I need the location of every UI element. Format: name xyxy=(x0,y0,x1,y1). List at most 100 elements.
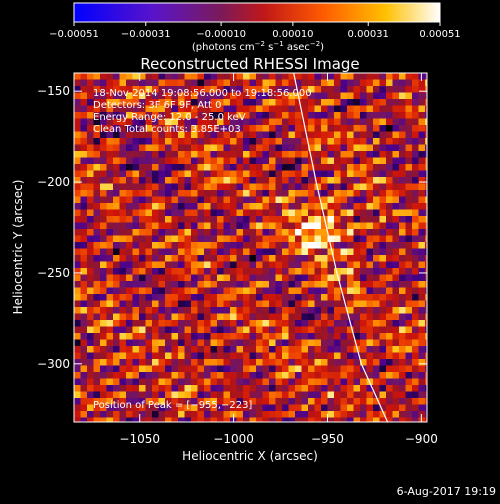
heatmap-pixel xyxy=(119,177,127,185)
heatmap-pixel xyxy=(119,261,127,269)
heatmap-pixel xyxy=(243,346,251,354)
heatmap-pixel xyxy=(340,170,348,178)
heatmap-pixel xyxy=(145,339,153,347)
heatmap-pixel xyxy=(230,183,238,191)
heatmap-pixel xyxy=(204,242,212,250)
heatmap-pixel xyxy=(327,164,335,172)
heatmap-pixel xyxy=(275,222,283,230)
heatmap-pixel xyxy=(191,131,199,139)
heatmap-pixel xyxy=(113,346,121,354)
heatmap-pixel xyxy=(236,320,244,328)
heatmap-pixel xyxy=(327,177,335,185)
heatmap-pixel xyxy=(152,118,160,126)
heatmap-pixel xyxy=(119,157,127,165)
heatmap-pixel xyxy=(418,144,426,152)
heatmap-pixel xyxy=(158,268,166,276)
heatmap-pixel xyxy=(249,333,257,341)
heatmap-pixel xyxy=(191,203,199,211)
heatmap-pixel xyxy=(295,242,303,250)
heatmap-pixel xyxy=(113,125,121,133)
y-tick-label: −200 xyxy=(37,175,70,189)
heatmap-pixel xyxy=(165,157,173,165)
heatmap-pixel xyxy=(236,352,244,360)
heatmap-pixel xyxy=(379,359,387,367)
heatmap-pixel xyxy=(425,281,427,289)
heatmap-pixel xyxy=(132,216,140,224)
heatmap-pixel xyxy=(399,255,407,263)
heatmap-pixel xyxy=(197,229,205,237)
heatmap-pixel xyxy=(223,352,231,360)
heatmap-pixel xyxy=(275,378,283,386)
heatmap-pixel xyxy=(132,359,140,367)
heatmap-pixel xyxy=(210,242,218,250)
heatmap-pixel xyxy=(327,255,335,263)
heatmap-pixel xyxy=(405,417,413,422)
heatmap-pixel xyxy=(74,372,82,380)
heatmap-pixel xyxy=(184,92,192,100)
heatmap-pixel xyxy=(106,203,114,211)
heatmap-pixel xyxy=(366,138,374,146)
heatmap-pixel xyxy=(204,151,212,159)
heatmap-pixel xyxy=(217,333,225,341)
heatmap-pixel xyxy=(418,281,426,289)
heatmap-pixel xyxy=(132,326,140,334)
heatmap-pixel xyxy=(158,385,166,393)
heatmap-pixel xyxy=(184,203,192,211)
heatmap-pixel xyxy=(210,105,218,113)
heatmap-pixel xyxy=(178,125,186,133)
heatmap-pixel xyxy=(392,125,400,133)
heatmap-pixel xyxy=(223,372,231,380)
heatmap-pixel xyxy=(295,229,303,237)
heatmap-pixel xyxy=(100,229,108,237)
heatmap-pixel xyxy=(230,216,238,224)
heatmap-pixel xyxy=(204,209,212,217)
heatmap-pixel xyxy=(210,300,218,308)
heatmap-pixel xyxy=(74,73,82,81)
heatmap-pixel xyxy=(191,183,199,191)
heatmap-pixel xyxy=(282,300,290,308)
heatmap-pixel xyxy=(308,170,316,178)
heatmap-pixel xyxy=(197,144,205,152)
heatmap-pixel xyxy=(412,99,420,107)
heatmap-pixel xyxy=(347,261,355,269)
heatmap-pixel xyxy=(418,333,426,341)
heatmap-pixel xyxy=(275,151,283,159)
heatmap-pixel xyxy=(379,320,387,328)
heatmap-pixel xyxy=(223,294,231,302)
heatmap-pixel xyxy=(269,294,277,302)
heatmap-pixel xyxy=(126,320,134,328)
heatmap-pixel xyxy=(301,359,309,367)
heatmap-pixel xyxy=(158,73,166,81)
heatmap-pixel xyxy=(379,274,387,282)
heatmap-pixel xyxy=(197,398,205,406)
heatmap-pixel xyxy=(87,131,95,139)
heatmap-pixel xyxy=(106,300,114,308)
heatmap-pixel xyxy=(210,359,218,367)
heatmap-pixel xyxy=(425,372,427,380)
heatmap-pixel xyxy=(191,86,199,94)
heatmap-pixel xyxy=(418,339,426,347)
heatmap-pixel xyxy=(321,86,329,94)
heatmap-pixel xyxy=(347,229,355,237)
heatmap-pixel xyxy=(223,404,231,412)
heatmap-pixel xyxy=(269,190,277,198)
heatmap-pixel xyxy=(236,346,244,354)
heatmap-pixel xyxy=(132,398,140,406)
heatmap-pixel xyxy=(321,294,329,302)
heatmap-pixel xyxy=(210,209,218,217)
heatmap-pixel xyxy=(139,196,147,204)
heatmap-pixel xyxy=(301,411,309,419)
heatmap-pixel xyxy=(113,164,121,172)
heatmap-pixel xyxy=(145,320,153,328)
heatmap-pixel xyxy=(184,372,192,380)
heatmap-pixel xyxy=(314,261,322,269)
heatmap-pixel xyxy=(321,177,329,185)
heatmap-pixel xyxy=(236,157,244,165)
heatmap-pixel xyxy=(386,79,394,87)
heatmap-pixel xyxy=(366,170,374,178)
heatmap-pixel xyxy=(334,417,342,422)
heatmap-pixel xyxy=(145,157,153,165)
heatmap-pixel xyxy=(171,164,179,172)
heatmap-pixel xyxy=(360,209,368,217)
heatmap-pixel xyxy=(204,294,212,302)
